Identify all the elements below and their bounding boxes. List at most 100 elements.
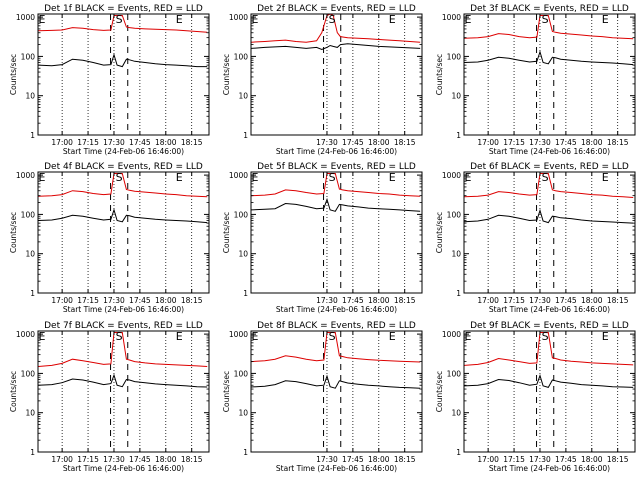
x-tick-label: 18:00 bbox=[581, 455, 603, 464]
x-tick-label: 18:00 bbox=[155, 455, 177, 464]
plot-frame bbox=[37, 171, 210, 294]
x-tick-label: 18:15 bbox=[181, 296, 203, 305]
events-series-line bbox=[464, 50, 634, 66]
interval-marker-label: S bbox=[329, 171, 336, 184]
plot-frame bbox=[37, 330, 210, 453]
x-tick-label: 18:15 bbox=[607, 296, 629, 305]
y-tick-label: 1 bbox=[456, 131, 461, 140]
panel-title: Det 8f BLACK = Events, RED = LLD bbox=[257, 321, 416, 331]
x-axis-label: Start Time (24-Feb-06 16:46:00) bbox=[276, 147, 397, 156]
interval-marker-label: E bbox=[252, 330, 259, 343]
panel-title: Det 9f BLACK = Events, RED = LLD bbox=[470, 321, 629, 331]
y-tick-label: 1000 bbox=[229, 13, 248, 22]
lld-series-line bbox=[251, 173, 421, 197]
interval-marker-label: S bbox=[542, 171, 549, 184]
y-tick-label: 100 bbox=[234, 369, 249, 378]
x-tick-label: 18:00 bbox=[155, 138, 177, 147]
panel-title: Det 3f BLACK = Events, RED = LLD bbox=[470, 4, 629, 14]
lld-series-line bbox=[38, 15, 208, 33]
interval-marker-label: E bbox=[465, 330, 472, 343]
y-tick-label: 1000 bbox=[442, 330, 461, 339]
events-series-line bbox=[251, 43, 421, 51]
detector-panel-6: Det 6f BLACK = Events, RED = LLD 1 10 100 10… bbox=[435, 162, 636, 314]
y-tick-label: 1000 bbox=[229, 330, 248, 339]
y-axis-label: Counts/sec bbox=[222, 371, 231, 412]
detector-panel-7: Det 7f BLACK = Events, RED = LLD 1 10 100 10… bbox=[9, 321, 210, 473]
x-tick-label: 17:30 bbox=[103, 296, 125, 305]
y-axis-label: Counts/sec bbox=[222, 54, 231, 95]
detector-panel-9: Det 9f BLACK = Events, RED = LLD 1 10 100 10… bbox=[435, 321, 636, 473]
y-tick-label: 10 bbox=[451, 250, 461, 259]
x-tick-label: 17:00 bbox=[51, 455, 73, 464]
x-tick-label: 18:00 bbox=[368, 455, 390, 464]
x-tick-label: 17:30 bbox=[316, 138, 338, 147]
x-tick-label: 17:15 bbox=[77, 296, 99, 305]
y-tick-label: 1 bbox=[243, 289, 248, 298]
plot-frame bbox=[463, 13, 636, 136]
y-tick-label: 1 bbox=[243, 131, 248, 140]
detector-panel-8: Det 8f BLACK = Events, RED = LLD 1 10 100 10… bbox=[222, 321, 423, 473]
x-tick-label: 18:00 bbox=[368, 296, 390, 305]
x-tick-label: 17:00 bbox=[477, 138, 499, 147]
interval-marker-label: E bbox=[602, 330, 609, 343]
x-tick-label: 17:00 bbox=[51, 138, 73, 147]
x-tick-label: 17:30 bbox=[316, 296, 338, 305]
plot-frame bbox=[463, 330, 636, 453]
y-tick-label: 1 bbox=[30, 448, 35, 457]
y-tick-label: 100 bbox=[21, 52, 36, 61]
interval-marker-label: E bbox=[176, 171, 183, 184]
y-tick-label: 1000 bbox=[16, 171, 35, 180]
lld-series-line bbox=[251, 13, 421, 43]
y-tick-label: 1000 bbox=[442, 171, 461, 180]
interval-marker-label: S bbox=[329, 330, 336, 343]
plot-frame bbox=[250, 330, 423, 453]
y-tick-label: 100 bbox=[21, 369, 36, 378]
x-tick-label: 17:15 bbox=[503, 455, 525, 464]
interval-marker-label: E bbox=[602, 171, 609, 184]
events-series-line bbox=[251, 197, 421, 212]
x-tick-label: 17:45 bbox=[555, 455, 577, 464]
interval-marker-label: E bbox=[252, 13, 259, 26]
interval-marker-label: E bbox=[465, 171, 472, 184]
plot-frame bbox=[463, 171, 636, 294]
x-tick-label: 17:30 bbox=[316, 455, 338, 464]
x-tick-label: 17:00 bbox=[477, 296, 499, 305]
lld-series-line bbox=[251, 332, 421, 363]
x-tick-label: 18:15 bbox=[394, 455, 416, 464]
x-axis-label: Start Time (24-Feb-06 16:46:00) bbox=[63, 147, 184, 156]
y-tick-label: 10 bbox=[451, 409, 461, 418]
x-tick-label: 18:15 bbox=[394, 138, 416, 147]
y-tick-label: 1000 bbox=[229, 171, 248, 180]
x-tick-label: 17:15 bbox=[77, 138, 99, 147]
x-tick-label: 17:45 bbox=[555, 296, 577, 305]
x-tick-label: 17:30 bbox=[529, 455, 551, 464]
panel-title: Det 1f BLACK = Events, RED = LLD bbox=[44, 4, 203, 14]
panel-title: Det 2f BLACK = Events, RED = LLD bbox=[257, 4, 416, 14]
interval-marker-label: E bbox=[39, 13, 46, 26]
plot-frame bbox=[250, 171, 423, 294]
x-tick-label: 17:15 bbox=[503, 296, 525, 305]
panel-title: Det 6f BLACK = Events, RED = LLD bbox=[470, 162, 629, 172]
interval-marker-label: E bbox=[465, 13, 472, 26]
x-axis-label: Start Time (24-Feb-06 16:46:00) bbox=[489, 464, 610, 473]
y-axis-label: Counts/sec bbox=[9, 212, 18, 253]
x-tick-label: 18:15 bbox=[394, 296, 416, 305]
panel-title: Det 4f BLACK = Events, RED = LLD bbox=[44, 162, 203, 172]
y-tick-label: 10 bbox=[25, 409, 35, 418]
interval-marker-label: S bbox=[116, 13, 123, 26]
lld-series-line bbox=[38, 332, 208, 367]
plot-frame bbox=[250, 13, 423, 136]
y-tick-label: 1 bbox=[243, 448, 248, 457]
events-series-line bbox=[38, 373, 208, 388]
y-axis-label: Counts/sec bbox=[435, 54, 444, 95]
x-tick-label: 17:00 bbox=[477, 455, 499, 464]
panel-title: Det 5f BLACK = Events, RED = LLD bbox=[257, 162, 416, 172]
x-tick-label: 17:00 bbox=[51, 296, 73, 305]
lld-series-line bbox=[464, 173, 634, 198]
x-tick-label: 17:15 bbox=[503, 138, 525, 147]
interval-marker-label: E bbox=[176, 330, 183, 343]
detector-panel-4: Det 4f BLACK = Events, RED = LLD 1 10 100 10… bbox=[9, 162, 210, 314]
events-series-line bbox=[464, 208, 634, 224]
x-tick-label: 17:45 bbox=[342, 296, 364, 305]
y-tick-label: 10 bbox=[238, 250, 248, 259]
